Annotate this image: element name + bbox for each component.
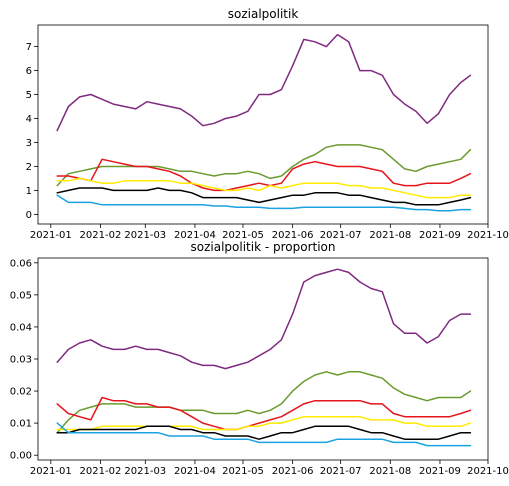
x-tick-label: 2021-05 xyxy=(222,230,264,241)
y-tick-label: 0.02 xyxy=(10,387,32,398)
y-tick-label: 0 xyxy=(26,210,32,221)
x-tick-label: 2021-05 xyxy=(222,466,264,477)
y-tick-label: 0.01 xyxy=(10,419,32,430)
chart-panel-2: sozialpolitik - proportion 2021-01 2021-02… xyxy=(10,240,509,477)
y-tick-label: 7 xyxy=(26,42,32,53)
x-tick-label: 2021-10 xyxy=(467,230,509,241)
chart-title: sozialpolitik - proportion xyxy=(191,240,336,254)
series-line-4 xyxy=(56,415,472,431)
y-tick-label: 0.03 xyxy=(10,355,32,366)
x-tick-label: 2021-08 xyxy=(369,466,411,477)
x-tick-label: 2021-07 xyxy=(320,230,362,241)
y-tick-label: 3 xyxy=(26,138,32,149)
series-line-1 xyxy=(56,33,472,132)
series-line-1 xyxy=(56,268,472,370)
series-line-3 xyxy=(56,158,472,192)
plot-frame xyxy=(37,24,489,225)
x-tick-label: 2021-09 xyxy=(419,466,461,477)
x-tick-label: 2021-08 xyxy=(369,230,411,241)
y-tick-label: 6 xyxy=(26,66,32,77)
x-tick-label: 2021-04 xyxy=(174,230,216,241)
x-tick-label: 2021-04 xyxy=(174,466,216,477)
y-tick-label: 0.05 xyxy=(10,290,32,301)
series-line-2 xyxy=(56,371,472,434)
y-tick-label: 2 xyxy=(26,162,32,173)
series-line-2 xyxy=(56,144,472,187)
x-tick-label: 2021-01 xyxy=(30,466,72,477)
series-line-3 xyxy=(56,396,472,431)
y-tick-label: 0.06 xyxy=(10,258,32,269)
y-tick-label: 5 xyxy=(26,90,32,101)
x-tick-label: 2021-03 xyxy=(124,466,166,477)
series-line-5 xyxy=(56,187,472,206)
series-line-5 xyxy=(56,425,472,440)
x-tick-label: 2021-10 xyxy=(467,466,509,477)
y-tick-label: 1 xyxy=(26,186,32,197)
y-tick-label: 0.00 xyxy=(10,451,32,462)
x-tick-label: 2021-03 xyxy=(124,230,166,241)
series-line-6 xyxy=(56,422,472,447)
x-tick-label: 2021-09 xyxy=(419,230,461,241)
y-tick-label: 4 xyxy=(26,114,32,125)
x-tick-label: 2021-02 xyxy=(80,230,122,241)
x-tick-label: 2021-06 xyxy=(272,230,314,241)
series-line-4 xyxy=(56,177,472,199)
x-tick-label: 2021-01 xyxy=(30,230,72,241)
x-tick-label: 2021-06 xyxy=(272,466,314,477)
chart-panel-1: sozialpolitik 2021-01 2021-02 2021-03 2021-0… xyxy=(26,7,509,241)
x-tick-label: 2021-02 xyxy=(80,466,122,477)
series-line-6 xyxy=(56,194,472,212)
x-tick-label: 2021-07 xyxy=(320,466,362,477)
y-tick-label: 0.04 xyxy=(10,322,32,333)
chart-title: sozialpolitik xyxy=(228,7,299,21)
